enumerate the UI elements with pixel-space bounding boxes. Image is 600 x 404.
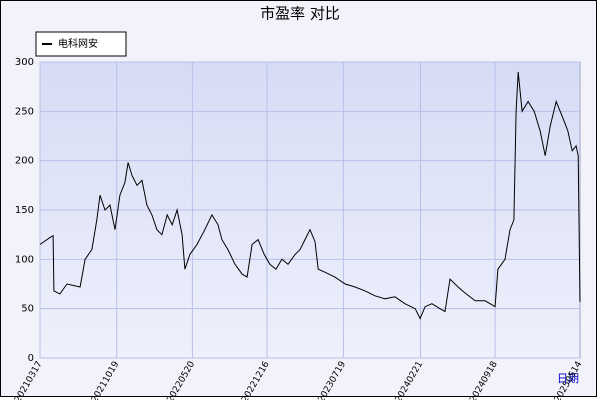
y-tick-label: 150 xyxy=(15,205,34,216)
x-axis-label: 日期 xyxy=(557,372,579,385)
legend-label: 电科网安 xyxy=(58,37,98,50)
y-tick-label: 0 xyxy=(28,353,34,364)
data-line xyxy=(39,71,581,320)
y-tick-label: 100 xyxy=(15,254,34,265)
y-tick-label: 200 xyxy=(15,156,34,167)
chart-title: 市盈率 对比 xyxy=(260,5,340,23)
y-tick-label: 250 xyxy=(15,106,34,117)
y-tick-label: 300 xyxy=(15,57,34,68)
y-tick-label: 50 xyxy=(21,304,34,315)
